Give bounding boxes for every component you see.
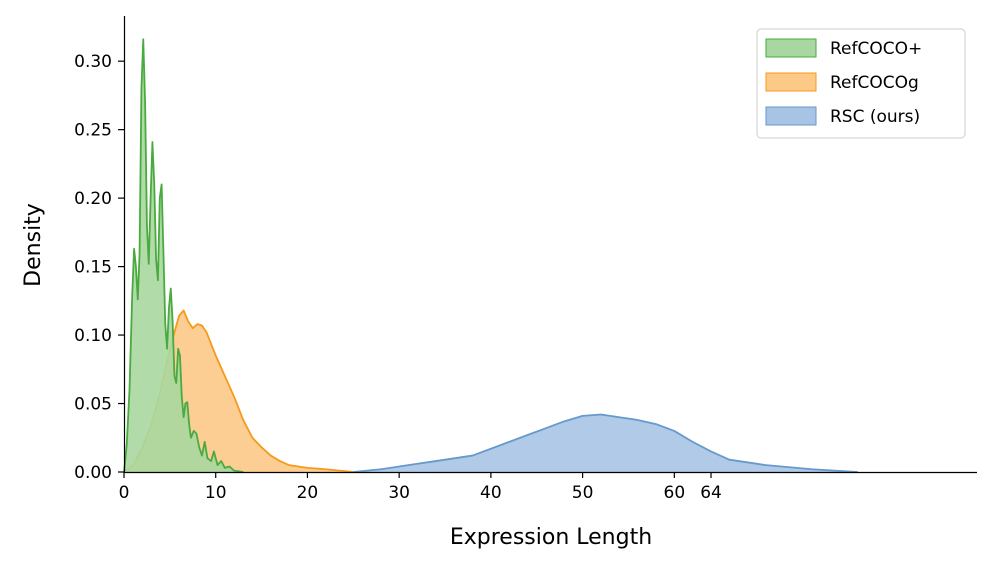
x-tick-label: 64 [700,483,722,503]
y-tick-label: 0.15 [74,258,112,278]
y-tick-label: 0.25 [74,121,112,141]
legend-label-refcocog: RefCOCOg [830,73,919,93]
x-tick-label: 30 [388,483,410,503]
legend-label-refcoco: RefCOCO+ [830,39,922,59]
y-tick-label: 0.30 [74,52,112,72]
area-refcoco [124,39,244,472]
axes-layer [123,16,977,474]
legend-swatch-refcoco [765,38,817,58]
x-tick-label: 50 [572,483,594,503]
ticks-layer: 0 10 20 30 40 50 60 64 0.00 0.05 0.10 0.15 0.20 0.25 0… [74,52,722,503]
x-tick-label: 60 [664,483,686,503]
series-layer [123,38,858,473]
x-tick-label: 20 [297,483,319,503]
x-tick-label: 40 [480,483,502,503]
x-tick-label: 0 [119,483,130,503]
x-tick-label: 10 [205,483,227,503]
y-tick-label: 0.05 [74,395,112,415]
y-tick-label: 0.10 [74,326,112,346]
line-refcoco [123,38,244,473]
legend-swatch-refcocog [765,72,817,92]
legend-swatch-rsc-ours [765,106,817,126]
area-rsc-ours [353,414,858,472]
y-tick-label: 0.00 [74,463,112,483]
legend: RefCOCO+ RefCOCOg RSC (ours) [756,28,966,139]
y-axis-title: Density [21,203,46,287]
legend-label-rsc-ours: RSC (ours) [830,107,920,127]
x-axis-title: Expression Length [450,525,652,550]
y-tick-label: 0.20 [74,189,112,209]
line-rsc-ours [353,413,858,473]
